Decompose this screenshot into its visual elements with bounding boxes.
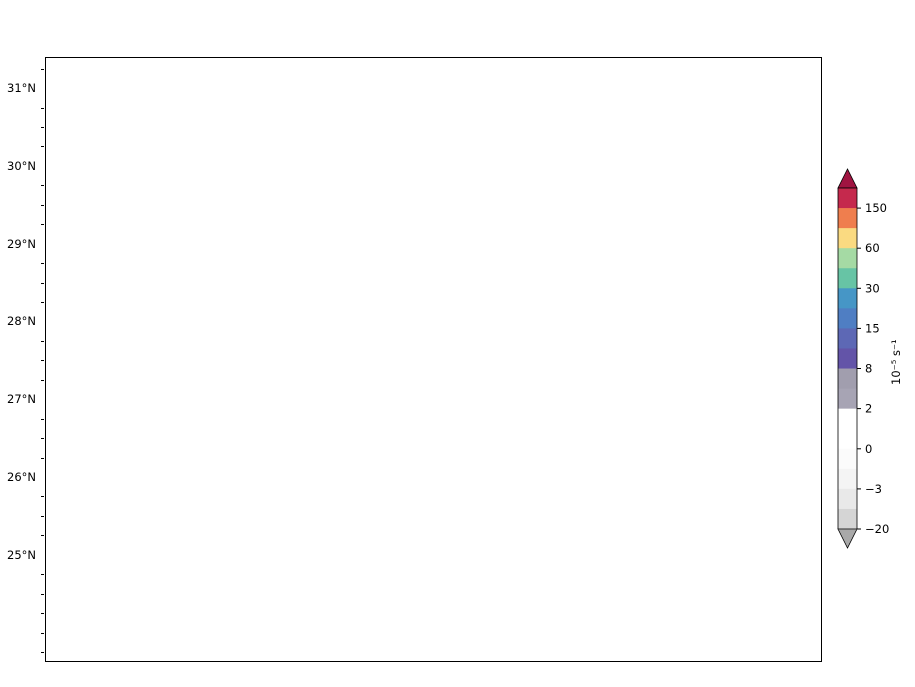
colorbar-tick-label: 2 (865, 402, 872, 416)
colorbar-tick-label: 8 (865, 362, 872, 376)
colorbar-tick-label: 150 (865, 201, 887, 215)
y-axis-minor-tick (41, 204, 44, 206)
colorbar-segment (838, 348, 857, 370)
y-axis-minor-tick (41, 360, 44, 362)
colorbar-segment (838, 328, 857, 350)
colorbar: 150 60 30 15 8 2 0 −3 −20 10⁻⁵ s⁻¹ (828, 163, 913, 567)
y-axis-minor-tick (41, 613, 44, 615)
y-axis-minor-tick (41, 126, 44, 128)
colorbar-segment (838, 448, 857, 470)
colorbar-tick-label: 60 (865, 241, 880, 255)
y-axis-minor-tick (41, 652, 44, 653)
colorbar-units-label: 10⁻⁵ s⁻¹ (889, 339, 903, 385)
y-axis-minor-tick (41, 593, 44, 595)
y-axis-minor-tick (41, 515, 44, 517)
colorbar-segment (838, 188, 857, 209)
y-axis-minor-tick (41, 535, 44, 537)
y-axis-tick-label: 31°N (7, 81, 36, 95)
y-axis-tick-label: 28°N (7, 314, 36, 328)
colorbar-segment (838, 288, 857, 309)
colorbar-segment (838, 428, 857, 450)
colorbar-segment (838, 468, 857, 490)
y-axis-minor-tick (41, 379, 44, 381)
y-axis-minor-tick (41, 185, 44, 187)
y-axis-tick-label: 29°N (7, 237, 36, 251)
y-axis-minor-tick (41, 263, 44, 264)
colorbar-segment (838, 228, 857, 249)
colorbar-segment (838, 268, 857, 289)
y-axis-minor-tick (41, 282, 44, 284)
y-axis-minor-tick (41, 340, 44, 342)
colorbar-outline (837, 187, 858, 530)
y-axis-minor-tick (41, 107, 44, 109)
colorbar-tick-label: −3 (865, 482, 882, 496)
y-axis-minor-tick (41, 496, 44, 498)
colorbar-tick-label: 0 (865, 442, 872, 456)
y-axis-minor-tick (41, 632, 44, 634)
colorbar-segment (838, 208, 857, 229)
colorbar-segment (838, 248, 857, 269)
y-axis-minor-tick (41, 68, 44, 70)
map-plot-area (45, 57, 822, 662)
y-axis-minor-tick (41, 224, 44, 226)
colorbar-under-arrow (837, 528, 858, 549)
y-axis-minor-tick (41, 438, 44, 440)
y-axis-minor-tick (41, 574, 44, 576)
y-axis-minor-tick (41, 418, 44, 420)
colorbar-segment (838, 308, 857, 330)
y-axis-tick-label: 30°N (7, 159, 36, 173)
colorbar-segment (838, 488, 857, 510)
y-axis-tick-label: 26°N (7, 470, 36, 484)
colorbar-canvas: 150 60 30 15 8 2 0 −3 −20 10⁻⁵ s⁻¹ (837, 168, 903, 549)
y-axis-minor-tick (41, 457, 44, 459)
y-axis-minor-tick (41, 301, 44, 303)
colorbar-segment (838, 408, 857, 430)
colorbar-tick-label: 30 (865, 281, 880, 295)
colorbar-segment (838, 508, 857, 530)
colorbar-tick-label: 15 (865, 321, 880, 335)
colorbar-segment (838, 388, 857, 410)
y-axis-minor-tick (41, 146, 44, 148)
colorbar-segment (838, 368, 857, 390)
colorbar-over-arrow (837, 168, 858, 189)
y-axis-tick-label: 27°N (7, 392, 36, 406)
y-axis-tick-label: 25°N (7, 548, 36, 562)
colorbar-tick-label: −20 (865, 522, 889, 536)
